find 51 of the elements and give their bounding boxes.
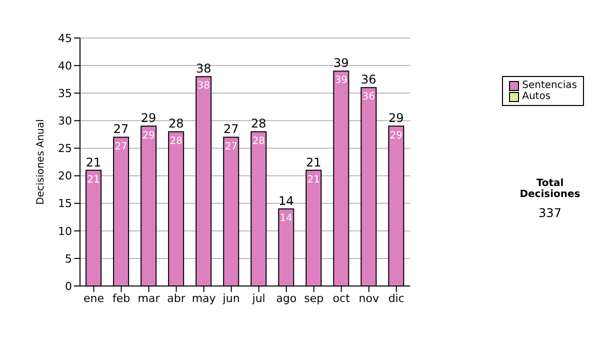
- x-tick-label: may: [192, 292, 216, 305]
- data-label: 38: [197, 80, 210, 92]
- y-tick-label: 20: [58, 170, 72, 183]
- legend-label: Sentencias: [522, 80, 577, 91]
- y-tick-label: 30: [58, 114, 72, 128]
- y-tick-label: 0: [65, 280, 72, 293]
- data-label: 27: [114, 141, 128, 152]
- total-label: 28: [250, 116, 266, 131]
- data-label: 21: [307, 174, 320, 186]
- y-tick-label: 15: [58, 197, 72, 210]
- x-tick-label: oct: [332, 292, 351, 305]
- text: 337: [538, 206, 562, 220]
- text: Total Decisiones: [518, 178, 582, 200]
- x-tick-label: ene: [83, 292, 104, 305]
- total-label: 14: [278, 194, 294, 208]
- x-tick-label: feb: [112, 292, 130, 305]
- y-tick-label: 25: [58, 142, 72, 156]
- data-label: 28: [170, 136, 182, 147]
- y-tick-label: 45: [58, 32, 72, 45]
- data-label: 36: [362, 92, 376, 103]
- data-label: 29: [390, 130, 403, 142]
- x-tick-label: ago: [276, 292, 297, 305]
- x-tick-label: sep: [304, 292, 324, 305]
- x-tick-label: dic: [388, 292, 404, 305]
- y-tick-label: 35: [58, 87, 72, 100]
- total-label: 39: [334, 56, 349, 70]
- total-label: 29: [388, 111, 404, 126]
- data-label: 29: [142, 130, 155, 142]
- data-label: 39: [334, 75, 348, 86]
- total-label: 36: [361, 72, 376, 87]
- x-tick-label: abr: [167, 292, 186, 305]
- total-label: 27: [223, 122, 239, 136]
- y-tick-label: 10: [58, 224, 72, 238]
- data-label: 27: [224, 141, 238, 152]
- total-label: 38: [196, 62, 212, 76]
- total-label: 29: [140, 111, 156, 126]
- total-label: 28: [168, 116, 184, 131]
- total-label: 21: [306, 155, 322, 170]
- x-tick-label: mar: [138, 292, 160, 305]
- legend-label: Autos: [522, 91, 551, 102]
- total-label: 21: [86, 155, 102, 170]
- x-tick-label: jun: [222, 292, 240, 305]
- data-label: 14: [280, 212, 292, 224]
- y-axis-title: Decisiones Anual: [36, 119, 47, 205]
- x-tick-label: nov: [358, 292, 380, 305]
- y-tick-label: 40: [58, 59, 72, 72]
- data-label: 28: [252, 136, 265, 147]
- data-label: 21: [87, 174, 100, 186]
- total-label: 27: [113, 122, 129, 136]
- y-tick-label: 5: [65, 252, 72, 266]
- x-tick-label: jul: [251, 292, 266, 305]
